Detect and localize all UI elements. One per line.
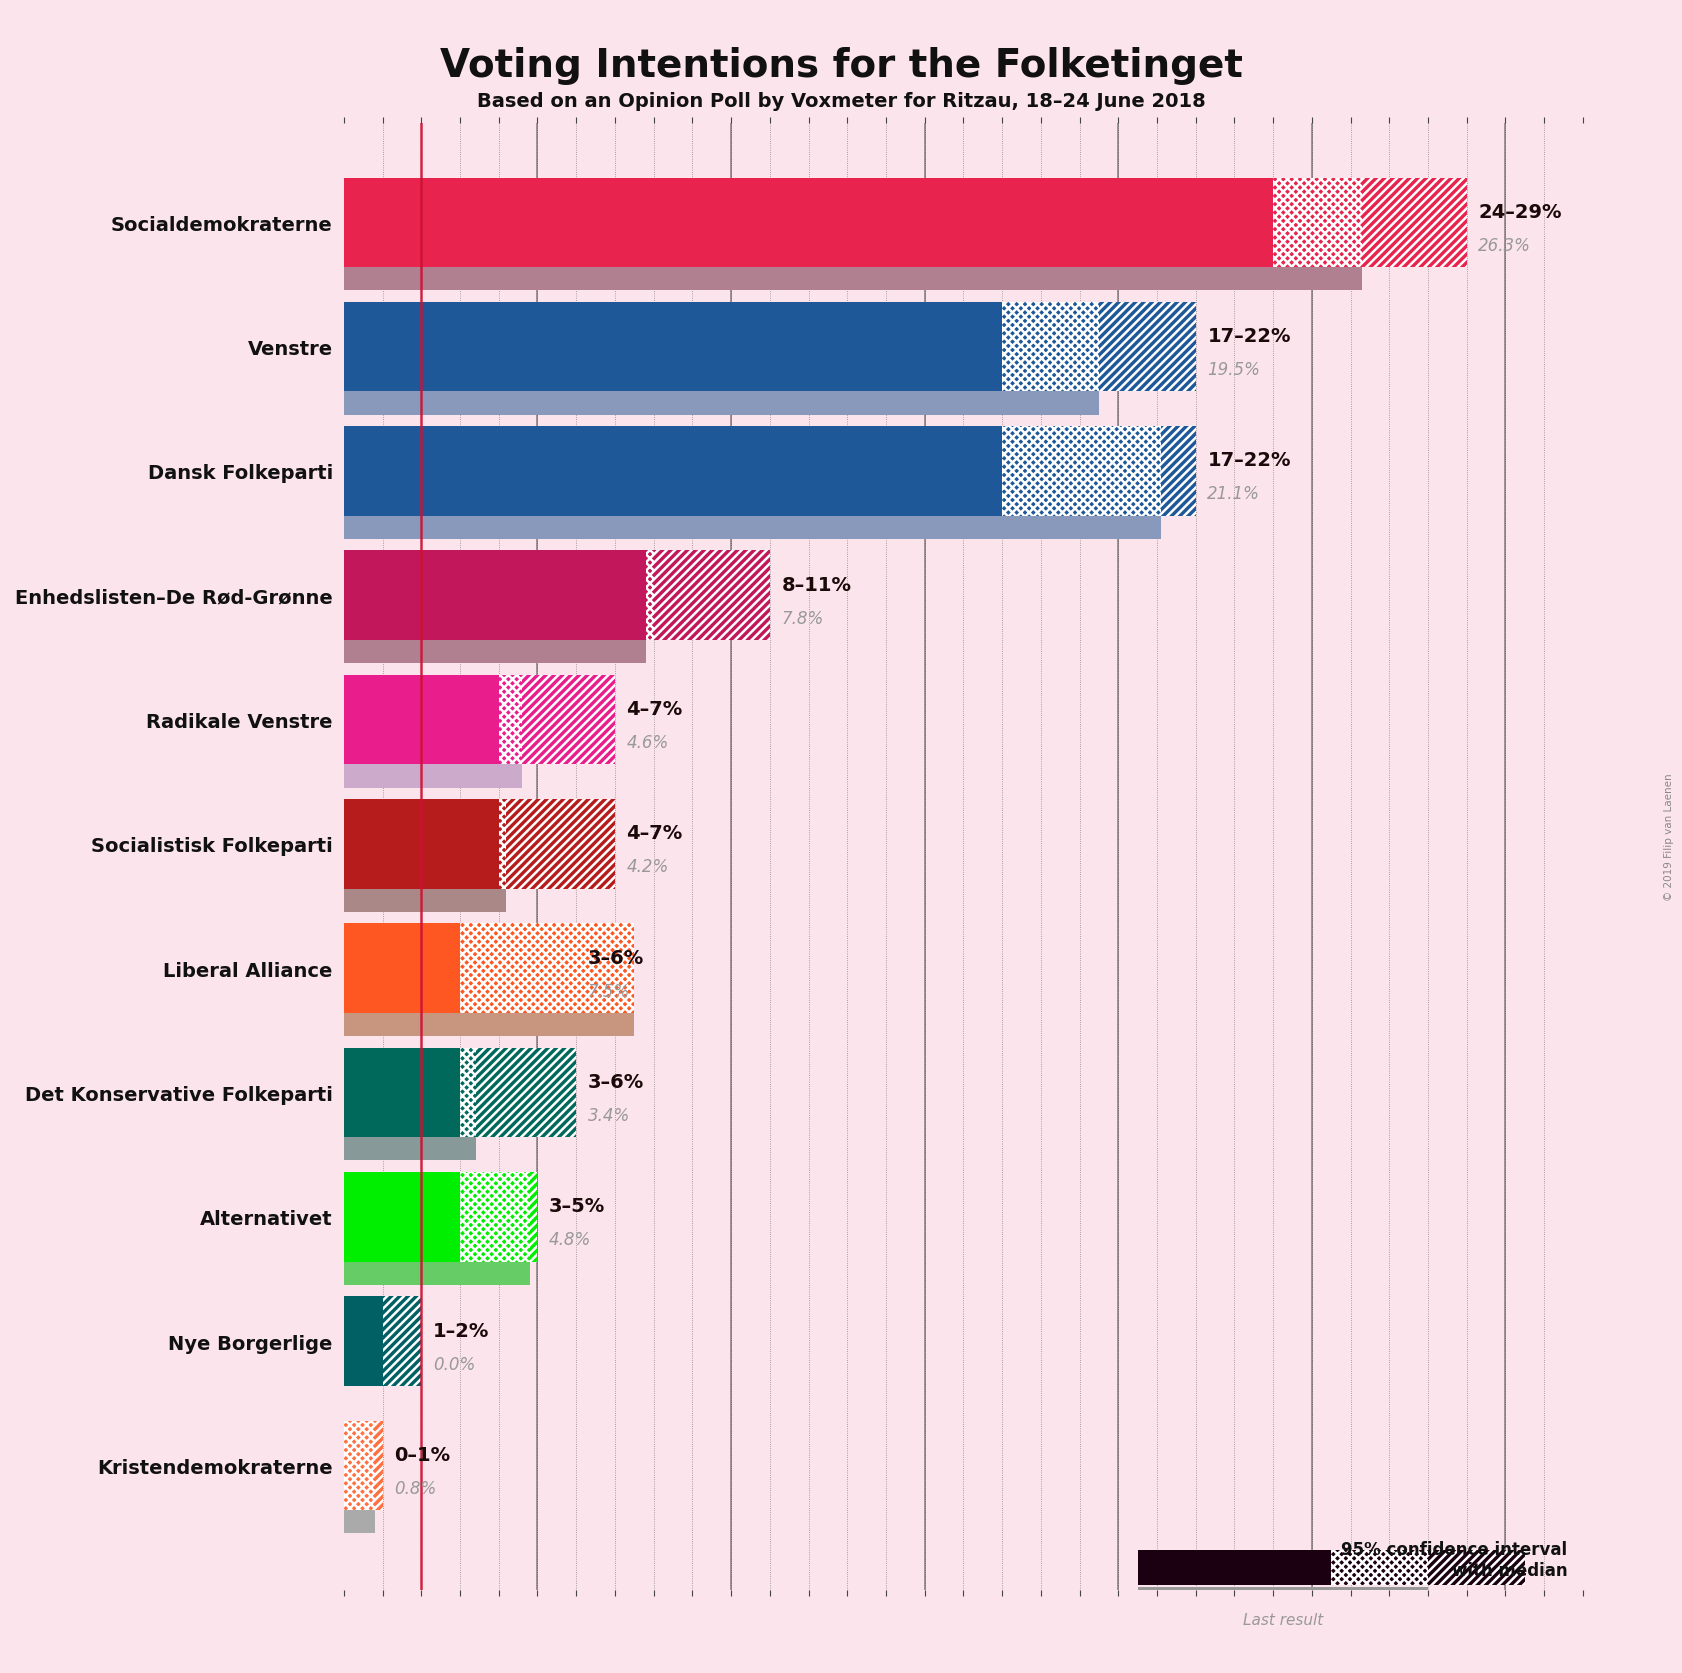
Text: 19.5%: 19.5% bbox=[1208, 361, 1260, 378]
Text: 3–6%: 3–6% bbox=[587, 949, 644, 967]
Bar bbox=[476, 1049, 577, 1138]
Bar bbox=[1161, 427, 1196, 517]
Bar bbox=[1002, 427, 1161, 517]
Bar bbox=[654, 550, 770, 641]
Bar bbox=[343, 763, 521, 788]
Text: 4.6%: 4.6% bbox=[626, 733, 669, 751]
Bar bbox=[343, 266, 1362, 291]
Bar bbox=[646, 550, 654, 641]
Bar bbox=[459, 1173, 530, 1261]
Text: Last result: Last result bbox=[1243, 1613, 1324, 1628]
Text: 0.0%: 0.0% bbox=[432, 1355, 476, 1374]
Bar bbox=[500, 676, 521, 765]
Bar bbox=[530, 1173, 538, 1261]
Bar bbox=[343, 676, 500, 765]
Bar bbox=[343, 639, 646, 664]
Text: 17–22%: 17–22% bbox=[1208, 452, 1290, 470]
Text: 4–7%: 4–7% bbox=[626, 699, 683, 718]
Text: 4–7%: 4–7% bbox=[626, 823, 683, 843]
Bar bbox=[1273, 179, 1362, 268]
Text: 21.1%: 21.1% bbox=[1208, 485, 1260, 504]
Bar bbox=[343, 1012, 634, 1037]
Bar bbox=[343, 1260, 530, 1285]
Text: 0–1%: 0–1% bbox=[394, 1445, 451, 1464]
Bar bbox=[343, 887, 506, 912]
Bar bbox=[375, 1420, 382, 1511]
Text: 17–22%: 17–22% bbox=[1208, 326, 1290, 346]
Bar bbox=[343, 800, 500, 888]
Bar bbox=[343, 515, 1161, 539]
Text: 4.2%: 4.2% bbox=[626, 858, 669, 875]
Text: 95% confidence interval
with median: 95% confidence interval with median bbox=[1341, 1541, 1568, 1579]
Bar bbox=[343, 303, 1002, 391]
Text: 26.3%: 26.3% bbox=[1478, 236, 1531, 254]
Text: © 2019 Filip van Laenen: © 2019 Filip van Laenen bbox=[1663, 773, 1674, 900]
Bar bbox=[1098, 303, 1196, 391]
Bar bbox=[459, 1049, 476, 1138]
Bar bbox=[343, 1049, 459, 1138]
Bar bbox=[1362, 179, 1467, 268]
Text: 0.8%: 0.8% bbox=[394, 1479, 436, 1497]
Bar bbox=[343, 390, 1098, 415]
Text: 1–2%: 1–2% bbox=[432, 1320, 489, 1340]
Bar bbox=[500, 800, 506, 888]
Text: 3.4%: 3.4% bbox=[587, 1106, 631, 1124]
Text: 7.5%: 7.5% bbox=[587, 982, 631, 1000]
Bar bbox=[343, 923, 459, 1014]
Bar bbox=[343, 179, 1273, 268]
Text: 8–11%: 8–11% bbox=[782, 576, 851, 594]
Bar bbox=[1428, 1551, 1526, 1584]
Text: 7.8%: 7.8% bbox=[782, 609, 824, 627]
Bar bbox=[506, 800, 616, 888]
Bar bbox=[343, 1297, 382, 1387]
Text: 4.8%: 4.8% bbox=[548, 1231, 592, 1248]
Bar bbox=[1330, 1551, 1428, 1584]
Bar bbox=[382, 1297, 420, 1387]
Bar bbox=[459, 923, 634, 1014]
Text: 3–5%: 3–5% bbox=[548, 1196, 606, 1216]
Bar bbox=[343, 550, 646, 641]
Text: Voting Intentions for the Folketinget: Voting Intentions for the Folketinget bbox=[439, 47, 1243, 85]
Bar bbox=[521, 676, 616, 765]
Bar bbox=[343, 1509, 375, 1534]
Text: 24–29%: 24–29% bbox=[1478, 202, 1563, 221]
Bar bbox=[343, 1136, 476, 1161]
Bar bbox=[1137, 1588, 1428, 1603]
Text: Based on an Opinion Poll by Voxmeter for Ritzau, 18–24 June 2018: Based on an Opinion Poll by Voxmeter for… bbox=[476, 92, 1206, 110]
Bar bbox=[343, 1420, 375, 1511]
Bar bbox=[1002, 303, 1098, 391]
Bar bbox=[343, 427, 1002, 517]
Bar bbox=[1137, 1551, 1330, 1584]
Text: 3–6%: 3–6% bbox=[587, 1072, 644, 1091]
Bar bbox=[343, 1173, 459, 1261]
